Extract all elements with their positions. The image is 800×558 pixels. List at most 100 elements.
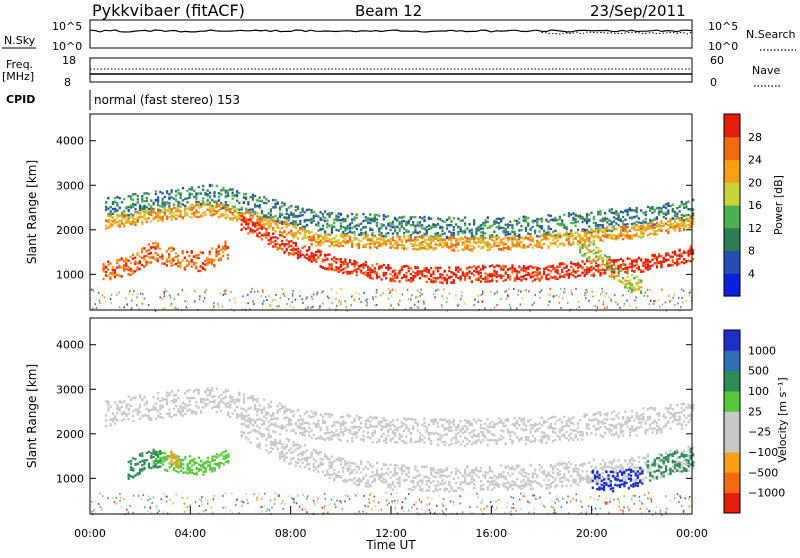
heatmap-cell: [508, 288, 510, 290]
heatmap-cell: [618, 267, 620, 269]
heatmap-cell: [202, 262, 204, 264]
heatmap-cell: [329, 234, 331, 236]
heatmap-cell: [326, 254, 328, 256]
heatmap-cell: [369, 246, 371, 248]
heatmap-cell: [118, 274, 120, 276]
heatmap-cell: [464, 240, 466, 242]
heatmap-cell: [186, 397, 188, 399]
heatmap-cell: [554, 241, 556, 243]
heatmap-cell: [651, 212, 653, 214]
heatmap-cell: [143, 247, 145, 249]
heatmap-cell: [498, 218, 500, 220]
heatmap-cell: [215, 248, 217, 250]
heatmap-cell: [672, 217, 674, 219]
heatmap-cell: [103, 278, 105, 280]
heatmap-cell: [116, 202, 118, 204]
heatmap-cell: [376, 289, 378, 291]
heatmap-cell: [478, 245, 480, 247]
heatmap-cell: [563, 274, 565, 276]
heatmap-cell: [439, 244, 441, 246]
heatmap-cell: [457, 277, 459, 279]
heatmap-cell: [320, 265, 322, 267]
heatmap-cell: [119, 409, 121, 411]
heatmap-cell: [588, 260, 590, 262]
heatmap-cell: [304, 254, 306, 256]
heatmap-cell: [286, 429, 288, 431]
heatmap-cell: [134, 204, 136, 206]
heatmap-cell: [484, 276, 486, 278]
heatmap-cell: [593, 243, 595, 245]
heatmap-cell: [676, 261, 678, 263]
heatmap-cell: [347, 225, 349, 227]
heatmap-cell: [306, 230, 308, 232]
heatmap-cell: [581, 221, 583, 223]
heatmap-cell: [534, 231, 536, 233]
heatmap-cell: [292, 410, 294, 412]
heatmap-cell: [194, 290, 196, 292]
heatmap-cell: [447, 297, 449, 299]
heatmap-cell: [502, 247, 504, 249]
heatmap-cell: [530, 265, 532, 267]
heatmap-cell: [649, 207, 651, 209]
heatmap-cell: [110, 216, 112, 218]
heatmap-cell: [613, 225, 615, 227]
heatmap-cell: [110, 298, 112, 300]
heatmap-cell: [611, 227, 613, 229]
heatmap-cell: [320, 427, 322, 429]
heatmap-cell: [225, 201, 227, 203]
heatmap-cell: [322, 438, 324, 440]
heatmap-cell: [448, 237, 450, 239]
heatmap-cell: [419, 273, 421, 275]
heatmap-cell: [399, 227, 401, 229]
heatmap-cell: [119, 223, 121, 225]
heatmap-cell: [134, 221, 136, 223]
heatmap-cell: [251, 288, 253, 290]
heatmap-cell: [315, 251, 317, 253]
heatmap-cell: [419, 270, 421, 272]
heatmap-cell: [116, 259, 118, 261]
heatmap-cell: [103, 270, 105, 272]
heatmap-cell: [112, 269, 114, 271]
heatmap-cell: [164, 204, 166, 206]
heatmap-cell: [304, 434, 306, 436]
heatmap-cell: [450, 282, 452, 284]
heatmap-cell: [489, 273, 491, 275]
heatmap-cell: [288, 241, 290, 243]
heatmap-cell: [329, 225, 331, 227]
heatmap-cell: [234, 206, 236, 208]
heatmap-cell: [482, 231, 484, 233]
heatmap-cell: [218, 203, 220, 205]
heatmap-cell: [320, 437, 322, 439]
heatmap-cell: [478, 226, 480, 228]
heatmap-cell: [293, 307, 295, 309]
heatmap-cell: [563, 267, 565, 269]
heatmap-cell: [475, 242, 477, 244]
heatmap-cell: [227, 254, 229, 256]
heatmap-cell: [175, 199, 177, 201]
heatmap-cell: [335, 266, 337, 268]
heatmap-cell: [283, 231, 285, 233]
heatmap-cell: [305, 308, 307, 310]
heatmap-cell: [146, 192, 148, 194]
heatmap-cell: [92, 308, 94, 310]
heatmap-cell: [222, 204, 224, 206]
heatmap-cell: [534, 220, 536, 222]
heatmap-cell: [374, 220, 376, 222]
heatmap-cell: [302, 427, 304, 429]
heatmap-cell: [669, 222, 671, 224]
heatmap-cell: [243, 220, 245, 222]
heatmap-cell: [195, 256, 197, 258]
heatmap-cell: [349, 223, 351, 225]
heatmap-cell: [631, 216, 633, 218]
heatmap-cell: [302, 247, 304, 249]
heatmap-cell: [613, 261, 615, 263]
heatmap-cell: [450, 246, 452, 248]
heatmap-cell: [166, 209, 168, 211]
heatmap-cell: [369, 420, 371, 422]
heatmap-cell: [274, 236, 276, 238]
heatmap-cell: [306, 254, 308, 256]
heatmap-cell: [265, 198, 267, 200]
heatmap-cell: [128, 217, 130, 219]
heatmap-cell: [241, 229, 243, 231]
heatmap-cell: [570, 272, 572, 274]
